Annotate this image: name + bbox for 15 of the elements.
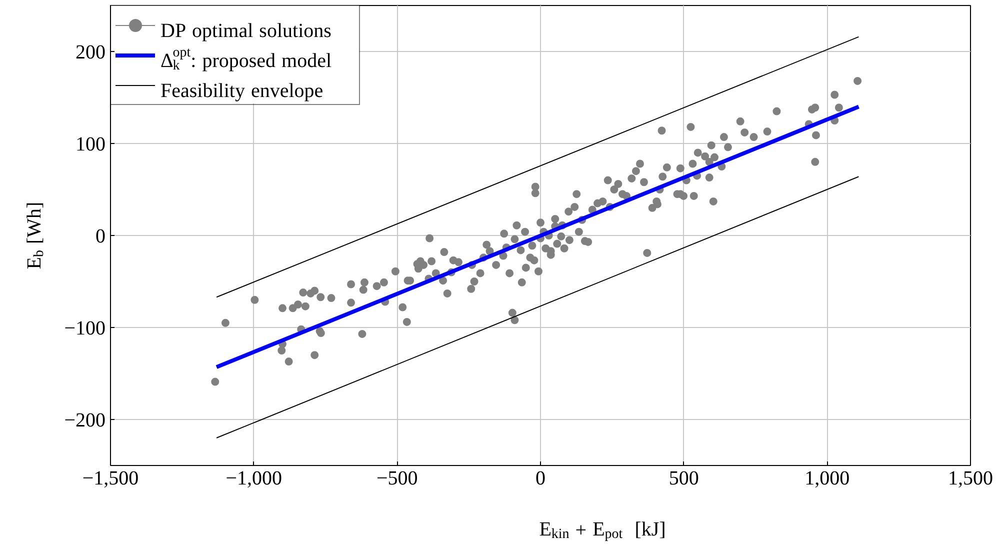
- x-tick-label: −500: [376, 468, 418, 490]
- y-tick-label: 200: [76, 42, 106, 64]
- x-tick-label: 1,500: [948, 468, 993, 490]
- x-tick-label: −1,000: [226, 468, 282, 490]
- legend-label: Feasibility envelope: [160, 80, 324, 102]
- y-tick-label: 100: [76, 134, 106, 156]
- y-tick-label: −200: [64, 410, 106, 432]
- x-tick-label: −1,500: [82, 468, 139, 490]
- legend-label: DP optimal solutions: [160, 20, 332, 42]
- y-tick-label: −100: [64, 318, 106, 340]
- x-tick-label: 1,000: [804, 468, 850, 490]
- y-tick-label: 0: [96, 226, 106, 248]
- x-tick-label: 0: [536, 468, 546, 490]
- y-axis-title: Eb [Wh]: [24, 202, 47, 270]
- x-tick-label: 500: [668, 468, 699, 490]
